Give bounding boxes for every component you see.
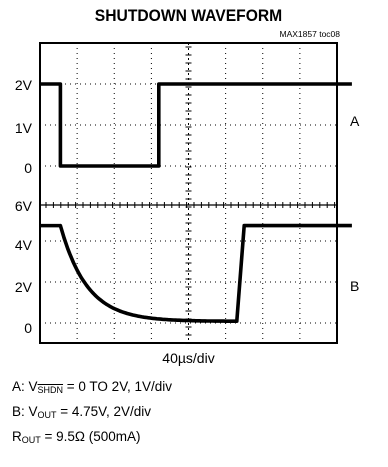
trace-a [40,82,352,168]
note-rout: ROUT = 9.5Ω (500mA) [12,429,141,445]
y-tick-b-6v: 6V [14,198,32,214]
chart-title: SHUTDOWN WAVEFORM [94,6,283,25]
y-tick-b-2v: 2V [14,279,32,295]
y-tick-b-0: 0 [24,320,32,336]
y-tick-a-0: 0 [24,160,32,176]
part-number: MAX1857 toc08 [279,29,340,39]
y-tick-a-2v: 2V [14,77,32,93]
test-conditions: A: VSHDN = 0 TO 2V, 1V/div B: VOUT = 4.7… [12,376,172,451]
trace-b [40,223,352,323]
channel-a-label: A [350,113,360,129]
note-b: B: VOUT = 4.75V, 2V/div [12,404,151,420]
y-tick-a-1v: 1V [14,120,32,136]
plot-frame [39,42,338,344]
note-a: A: VSHDN = 0 TO 2V, 1V/div [12,379,172,395]
timebase-label: 40µs/div [162,350,215,366]
y-tick-b-4v: 4V [14,237,32,253]
channel-b-label: B [350,278,360,294]
